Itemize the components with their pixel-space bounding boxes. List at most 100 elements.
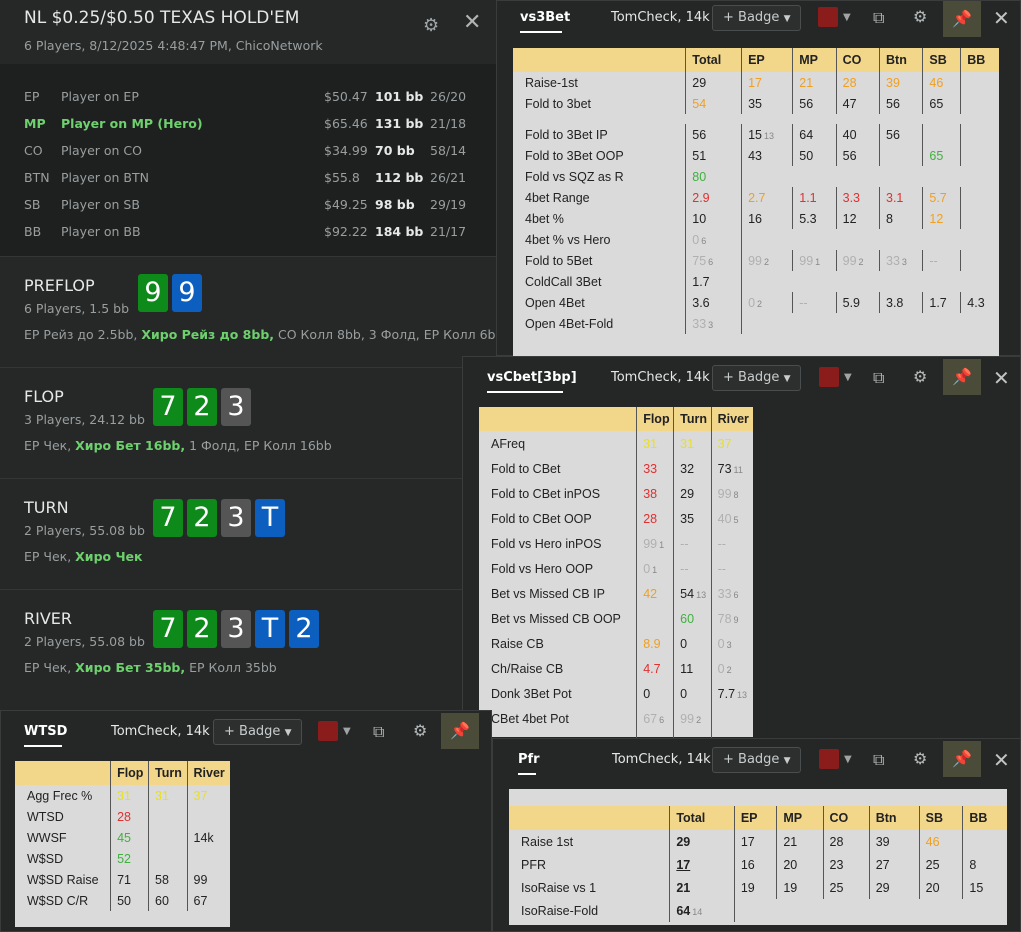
stat-value[interactable] [960,93,999,114]
stat-value[interactable]: 64 [792,124,837,145]
copy-icon[interactable]: ⧉ [373,722,385,741]
stat-value[interactable]: 65 [922,145,961,166]
add-badge-button[interactable]: + Badge ▼ [712,365,802,391]
stat-value[interactable]: 19 [733,876,777,899]
stat-value[interactable]: 40 [835,124,880,145]
stat-value[interactable]: 32 [673,456,712,481]
tab-pfr[interactable]: Pfr [518,752,540,767]
stat-value[interactable]: 31 [148,785,188,806]
stat-value[interactable]: 33 3 [685,313,742,334]
stat-value[interactable]: 5.3 [792,208,837,229]
stat-value[interactable]: 50 [792,145,837,166]
stat-value[interactable]: 71 [110,869,149,890]
stat-value[interactable]: 67 [186,890,230,911]
stat-value[interactable]: 25 [822,876,870,899]
stat-value[interactable]: 56 [835,145,880,166]
stat-value[interactable]: 56 [792,93,837,114]
stat-value[interactable]: 58 [148,869,188,890]
color-swatch[interactable] [818,7,838,27]
stat-value[interactable]: 38 [636,481,674,506]
gear-icon[interactable]: ⚙ [413,721,428,740]
stat-value[interactable]: 56 [685,124,742,145]
stat-value[interactable]: 27 [868,853,920,876]
stat-value[interactable] [922,124,961,145]
stat-value[interactable]: 3.3 [835,187,880,208]
stat-value[interactable]: 37 [710,431,753,456]
stat-value[interactable]: 16 [733,853,777,876]
stat-value[interactable]: 80 [685,166,742,187]
stat-value[interactable]: 60 [673,606,712,631]
stat-value[interactable]: 21 [776,830,824,853]
stat-value[interactable] [636,606,674,631]
stat-value[interactable] [960,250,999,271]
close-icon[interactable]: ✕ [993,366,1010,390]
color-swatch[interactable] [318,721,338,741]
stat-value[interactable]: 7.7 13 [710,681,753,706]
stat-value[interactable]: 35 [741,93,793,114]
color-swatch[interactable] [819,367,839,387]
close-icon[interactable]: ✕ [993,748,1010,772]
stat-value[interactable]: 37 [186,785,230,806]
stat-value[interactable]: 40 5 [710,506,753,531]
stat-value[interactable]: 5.9 [835,292,880,313]
stat-value[interactable]: -- [710,556,753,581]
stat-value[interactable]: 46 [918,830,963,853]
chevron-down-icon[interactable]: ▼ [343,726,351,737]
stat-value[interactable]: 28 [822,830,870,853]
stat-value[interactable]: 17 [741,72,793,93]
stat-value[interactable]: 73 11 [710,456,753,481]
stat-value[interactable]: 28 [835,72,880,93]
stat-value[interactable]: 3.6 [685,292,742,313]
tab-vs3bet[interactable]: vs3Bet [520,10,571,25]
stat-value[interactable] [960,187,999,208]
stat-value[interactable]: 56 [878,124,923,145]
stat-value[interactable]: 29 [685,72,742,93]
stat-value[interactable]: 67 6 [636,706,674,731]
stat-value[interactable]: 1.1 [792,187,837,208]
color-swatch[interactable] [819,749,839,769]
stat-value[interactable]: 0 [673,631,712,656]
stat-value[interactable]: 31 [110,785,149,806]
stat-value[interactable]: 31 [636,431,674,456]
stat-value[interactable]: 4.7 [636,656,674,681]
copy-icon[interactable]: ⧉ [873,750,885,769]
stat-value[interactable]: 45 [110,827,149,848]
stat-value[interactable]: 99 2 [673,706,712,731]
stat-value[interactable]: -- [922,250,961,271]
stat-value[interactable]: 54 [685,93,742,114]
stat-value[interactable]: 14k [186,827,230,848]
stat-value[interactable]: 10 [685,208,742,229]
copy-icon[interactable]: ⧉ [873,368,885,387]
stat-value[interactable]: 47 [835,93,880,114]
stat-value[interactable]: 35 [673,506,712,531]
stat-value[interactable]: 16 [741,208,793,229]
stat-value[interactable] [960,124,999,145]
stat-value[interactable]: 21 [792,72,837,93]
stat-value[interactable]: 65 [922,93,961,114]
pin-icon[interactable]: 📌 [943,1,981,37]
stat-value[interactable]: 78 9 [710,606,753,631]
stat-value[interactable]: 17 [669,853,735,876]
stat-value[interactable]: 2.9 [685,187,742,208]
stat-value[interactable]: -- [710,531,753,556]
stat-value[interactable]: 8 [878,208,923,229]
stat-value[interactable]: 3.1 [878,187,923,208]
chevron-down-icon[interactable]: ▼ [843,12,851,23]
stat-value[interactable] [878,145,923,166]
stat-value[interactable]: 8 [962,853,1007,876]
stat-value[interactable]: 43 [741,145,793,166]
stat-value[interactable]: -- [673,556,712,581]
stat-value[interactable]: 31 [673,431,712,456]
stat-value[interactable]: 28 [110,806,149,827]
stat-value[interactable]: 2.7 [741,187,793,208]
copy-icon[interactable]: ⧉ [873,8,885,27]
stat-value[interactable]: 64 14 [669,899,735,922]
stat-value[interactable]: 99 8 [710,481,753,506]
stat-value[interactable]: 5.7 [922,187,961,208]
stat-value[interactable] [962,830,1007,853]
gear-icon[interactable]: ⚙ [423,15,440,36]
close-icon[interactable]: ✕ [993,6,1010,30]
